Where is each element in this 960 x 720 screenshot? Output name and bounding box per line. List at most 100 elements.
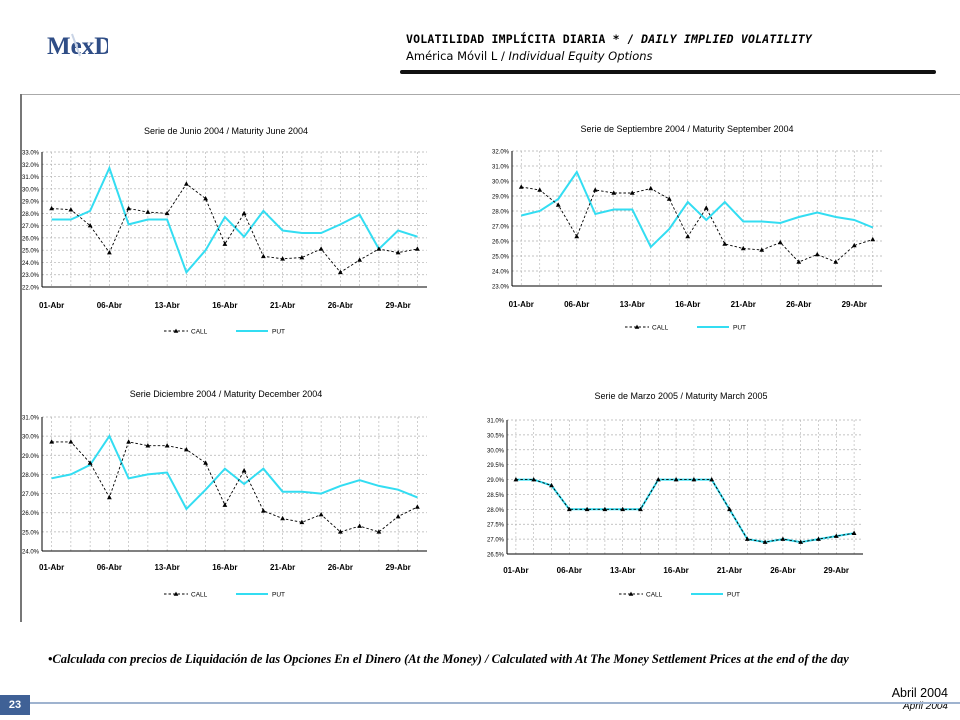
data-point-call — [280, 515, 286, 521]
x-tick-label: 29-Abr — [385, 301, 410, 310]
data-point-call — [260, 508, 266, 513]
data-point-call — [183, 181, 189, 186]
y-tick-label: 26.0% — [492, 240, 510, 246]
series-line-put — [515, 478, 855, 544]
legend-label-put: PUT — [272, 592, 285, 599]
data-point-call — [395, 250, 401, 255]
page-number-badge: 23 — [0, 695, 30, 715]
series-line-call — [515, 479, 855, 543]
series-line-call — [51, 441, 418, 533]
y-tick-label: 28.0% — [492, 210, 510, 216]
data-point-call — [518, 184, 524, 189]
page-footer-bar — [0, 702, 960, 704]
page-title: VOLATILIDAD IMPLÍCITA DIARIA * / DAILY I… — [406, 32, 946, 46]
legend-marker-call — [628, 591, 634, 596]
x-tick-label: 16-Abr — [675, 300, 700, 309]
x-tick-label: 13-Abr — [154, 301, 179, 310]
footnote: •Calculada con precios de Liquidación de… — [48, 652, 849, 666]
chart-june-2004: Serie de Junio 2004 / Maturity June 2004… — [22, 126, 427, 336]
y-tick-label: 26.0% — [22, 511, 40, 517]
subtitle-es: América Móvil L — [406, 49, 498, 63]
data-point-call — [602, 506, 608, 512]
legend-label-call: CALL — [191, 592, 208, 599]
y-tick-label: 28.5% — [487, 493, 505, 499]
y-tick-label: 33.0% — [22, 151, 40, 157]
mexder-logo: MexDer — [46, 28, 134, 64]
x-tick-label: 06-Abr — [564, 300, 589, 309]
x-tick-label: 21-Abr — [270, 563, 295, 572]
data-point-call — [49, 205, 55, 211]
data-point-call — [414, 246, 420, 251]
chart-december-2004: Serie Diciembre 2004 / Maturity December… — [22, 389, 427, 599]
data-point-call — [833, 533, 839, 538]
x-tick-label: 21-Abr — [270, 301, 295, 310]
data-point-call — [814, 251, 820, 257]
series-line-call — [51, 183, 418, 273]
y-tick-label: 28.0% — [22, 473, 40, 479]
x-tick-label: 06-Abr — [97, 563, 122, 572]
y-tick-label: 32.0% — [22, 163, 40, 169]
series-line-put — [51, 165, 418, 275]
data-point-call — [126, 205, 132, 211]
x-tick-label: 26-Abr — [770, 566, 795, 575]
x-tick-label: 29-Abr — [824, 566, 849, 575]
data-point-call — [49, 439, 55, 444]
data-point-call — [744, 536, 750, 541]
x-tick-label: 29-Abr — [385, 563, 410, 572]
chart-title: Serie de Marzo 2005 / Maturity March 200… — [594, 391, 767, 401]
data-point-call — [762, 539, 768, 544]
x-tick-label: 06-Abr — [97, 301, 122, 310]
y-tick-label: 31.0% — [487, 419, 505, 425]
data-point-call — [395, 513, 401, 519]
date-en: April 2004 — [902, 701, 948, 712]
y-tick-label: 27.5% — [487, 523, 505, 529]
data-point-call — [68, 439, 74, 444]
data-point-call — [106, 494, 112, 500]
x-tick-label: 26-Abr — [328, 563, 353, 572]
panel-left-border — [20, 94, 22, 622]
x-tick-label: 01-Abr — [39, 563, 64, 572]
y-tick-label: 30.0% — [487, 448, 505, 454]
y-tick-label: 29.0% — [487, 478, 505, 484]
data-point-call — [537, 187, 543, 192]
y-tick-label: 27.0% — [22, 224, 40, 230]
data-point-call — [555, 202, 561, 207]
data-point-call — [798, 539, 804, 544]
y-tick-label: 24.0% — [22, 261, 40, 267]
legend-label-call: CALL — [652, 325, 669, 332]
data-point-call — [727, 506, 732, 512]
data-point-call — [780, 536, 786, 541]
data-point-call — [629, 190, 635, 195]
data-point-call — [673, 476, 679, 482]
x-tick-label: 21-Abr — [717, 566, 742, 575]
y-tick-label: 32.0% — [492, 150, 510, 156]
series-line-call — [521, 186, 873, 263]
legend-label-call: CALL — [191, 329, 208, 336]
x-tick-label: 26-Abr — [786, 300, 811, 309]
data-point-call — [584, 506, 590, 512]
y-tick-label: 30.0% — [492, 180, 510, 186]
charts-panel — [22, 95, 960, 622]
data-point-call — [611, 190, 617, 195]
data-point-call — [222, 241, 228, 246]
data-point-call — [318, 246, 324, 251]
data-point-call — [241, 210, 247, 216]
x-tick-label: 16-Abr — [212, 563, 237, 572]
data-point-call — [685, 233, 691, 239]
series-line-put — [51, 434, 418, 511]
data-point-call — [145, 443, 151, 448]
title-separator: / — [619, 32, 642, 46]
data-point-call — [357, 257, 363, 262]
data-point-call — [337, 269, 343, 275]
y-tick-label: 28.0% — [22, 212, 40, 218]
data-point-call — [414, 504, 420, 509]
legend-label-call: CALL — [646, 592, 663, 599]
subtitle-en: Individual Equity Options — [508, 49, 653, 63]
y-tick-label: 31.0% — [492, 165, 510, 171]
y-tick-label: 25.0% — [22, 249, 40, 255]
data-point-call — [299, 254, 305, 260]
x-tick-label: 21-Abr — [731, 300, 756, 309]
data-point-call — [709, 476, 715, 482]
data-point-call — [241, 468, 247, 473]
y-tick-label: 26.0% — [22, 236, 40, 242]
